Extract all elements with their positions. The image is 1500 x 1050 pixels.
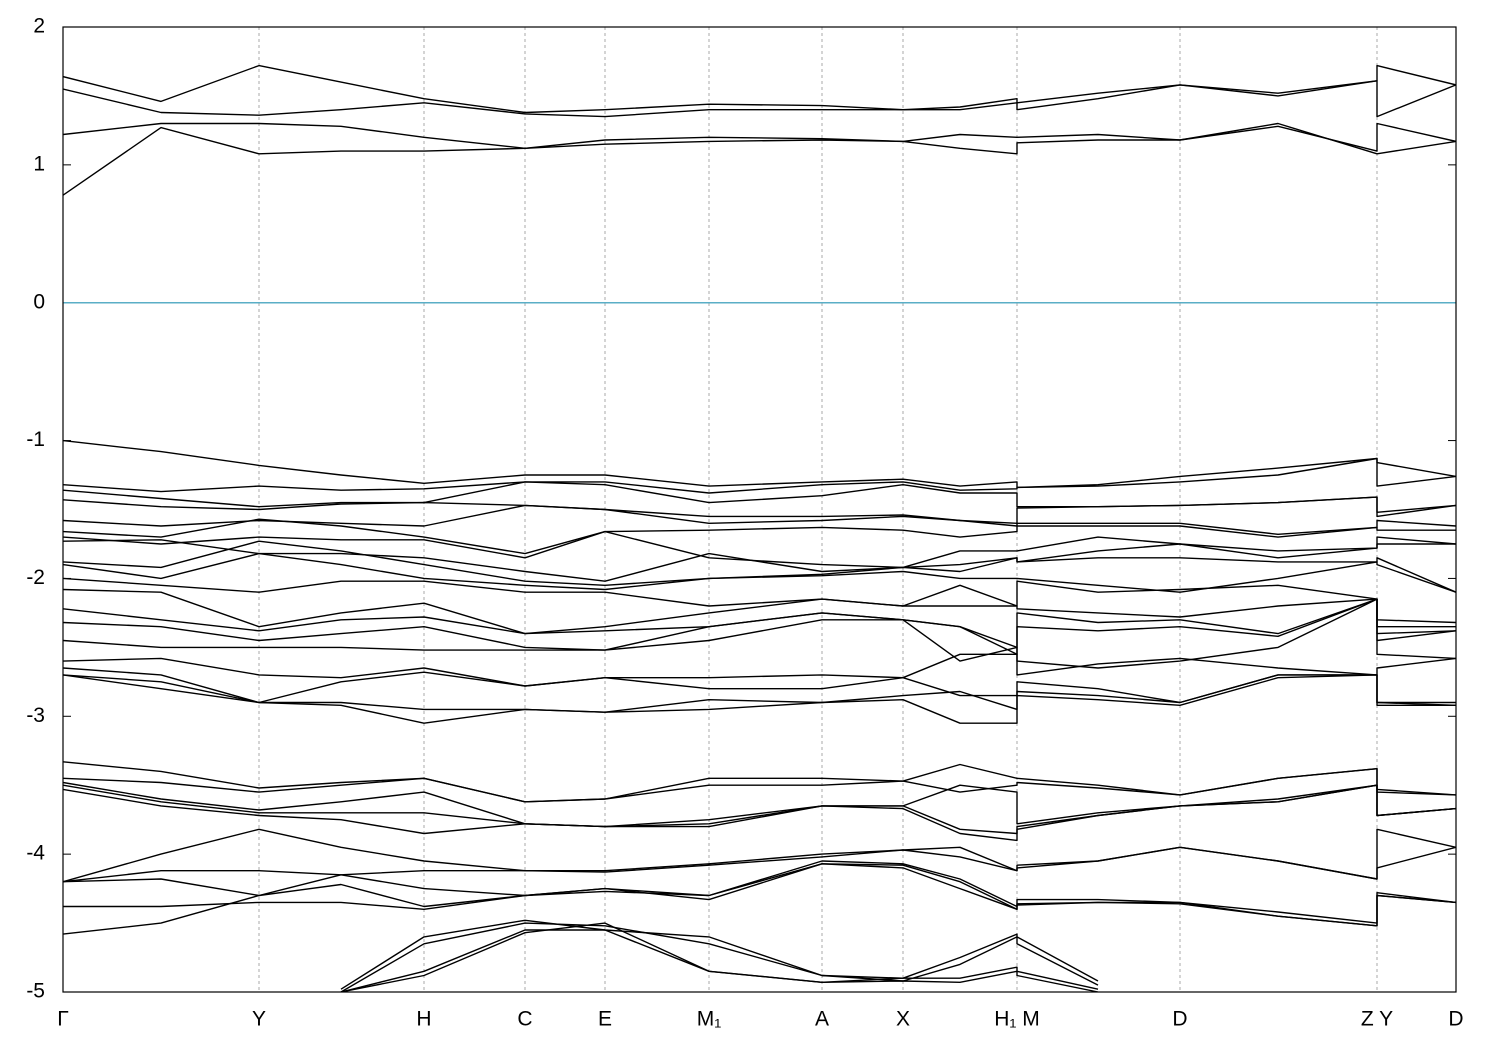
y-tick-label: 2 xyxy=(33,15,45,38)
y-tick-label: -1 xyxy=(26,428,45,451)
band-line xyxy=(63,860,1456,924)
band-line xyxy=(63,863,1456,935)
band-line xyxy=(63,540,1456,593)
band-line xyxy=(63,784,1456,842)
band-line xyxy=(63,439,1456,489)
x-tick-label: M₁ xyxy=(697,1008,722,1031)
x-tick-label: Γ xyxy=(57,1008,69,1031)
x-tick-label: D xyxy=(1172,1008,1187,1031)
band-line xyxy=(63,496,1456,524)
x-tick-label: C xyxy=(517,1008,532,1031)
y-tick-label: -5 xyxy=(26,980,45,1003)
band-line xyxy=(63,518,1456,555)
x-tick-label: Y xyxy=(252,1008,266,1031)
y-tick-label: -3 xyxy=(26,704,45,727)
y-tick-label: 1 xyxy=(33,152,45,175)
band-line xyxy=(63,457,1456,494)
band-line xyxy=(63,122,1456,152)
x-tick-label: H₁ M xyxy=(994,1008,1040,1031)
x-tick-label: Z Y xyxy=(1361,1008,1393,1031)
y-tick-label: -2 xyxy=(26,566,45,589)
band-line xyxy=(63,552,1456,593)
x-tick-label: D xyxy=(1448,1008,1463,1031)
x-tick-label: X xyxy=(896,1008,910,1031)
x-tick-label: E xyxy=(598,1008,612,1031)
x-tick-label: H xyxy=(416,1008,431,1031)
band-line xyxy=(63,504,1456,535)
y-tick-label: 0 xyxy=(33,290,45,313)
band-line xyxy=(63,530,1456,569)
band-line xyxy=(63,598,1456,669)
band-line xyxy=(63,64,1456,114)
y-tick-label: -4 xyxy=(26,842,45,865)
plot-area xyxy=(63,64,1456,992)
band-line xyxy=(63,588,1456,635)
band-line xyxy=(340,922,1099,992)
band-line xyxy=(63,674,1456,724)
band-line xyxy=(63,768,1456,803)
x-tick-label: A xyxy=(815,1008,829,1031)
band-line xyxy=(340,922,1099,992)
band-line xyxy=(63,674,1456,713)
band-line xyxy=(63,784,1456,835)
plot-frame xyxy=(62,26,1457,993)
